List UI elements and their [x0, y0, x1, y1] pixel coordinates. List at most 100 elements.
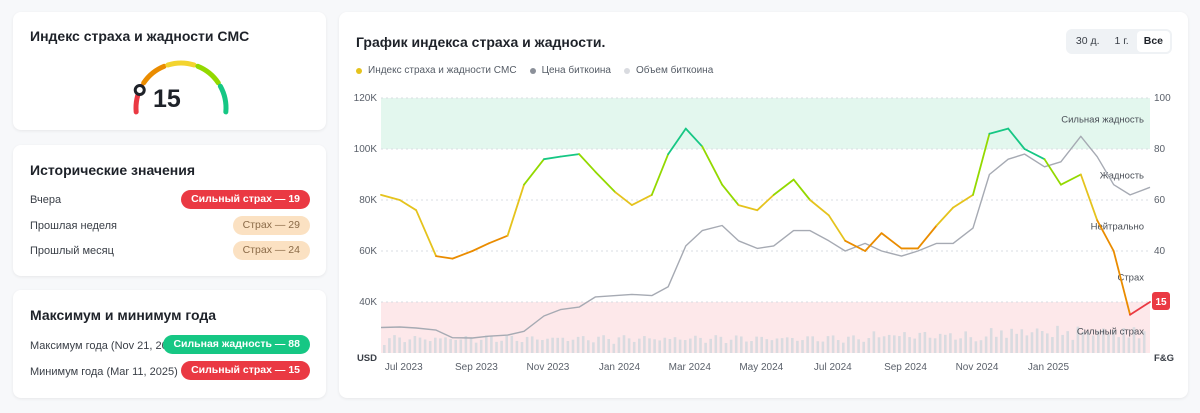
volume-bar: [678, 339, 682, 353]
fg-line-segment: [772, 178, 795, 196]
series-line-btc-price: [380, 135, 1151, 339]
fg-line-segment: [916, 224, 938, 250]
yearly-title: Максимум и минимум года: [30, 307, 217, 323]
row-last-month-badge: Страх — 24: [232, 241, 310, 260]
volume-bar: [683, 340, 687, 353]
volume-bar: [449, 339, 452, 353]
volume-bar: [622, 335, 626, 353]
legend-label-volume: Объем биткоина: [636, 65, 714, 76]
volume-bar: [734, 335, 738, 353]
row-last-week-badge: Страх — 29: [232, 216, 310, 235]
y-right-axis-label: F&G: [1154, 353, 1174, 364]
fg-line-segment: [721, 183, 740, 207]
fg-line-segment: [701, 145, 724, 186]
volume-bar: [592, 342, 595, 353]
zone-label-0: Сильная жадность: [1061, 115, 1144, 126]
tab-all[interactable]: Все: [1136, 31, 1170, 52]
row-last-week-label: Прошлая неделя: [30, 220, 118, 232]
volume-bar: [709, 338, 712, 353]
volume-bar: [974, 341, 978, 353]
gauge-title: Индекс страха и жадности CMC: [30, 28, 250, 44]
volume-bar: [408, 339, 412, 353]
volume-bar: [1020, 329, 1024, 353]
x-tick-label: Nov 2024: [956, 362, 999, 373]
x-tick-label: Jan 2025: [1028, 362, 1070, 373]
volume-bar: [581, 336, 585, 353]
volume-bar: [826, 336, 830, 353]
x-tick-label: Mar 2024: [669, 362, 712, 373]
yearly-high-low-card: Максимум и минимум года Максимум года (N…: [13, 290, 326, 398]
yearly-min-label: Минимум года (Mar 11, 2025): [30, 366, 178, 378]
volume-bar: [765, 339, 769, 353]
volume-bar: [413, 335, 417, 353]
volume-bar: [464, 335, 468, 353]
tab-30-days[interactable]: 30 д.: [1075, 35, 1100, 47]
volume-bar: [490, 336, 493, 353]
yearly-min-badge: Сильный страх — 15: [181, 361, 310, 380]
y-left-tick-label: 60K: [359, 246, 377, 257]
volume-bar: [780, 338, 784, 353]
volume-bar: [1051, 337, 1054, 353]
volume-bar: [393, 335, 396, 353]
volume-bar: [694, 335, 697, 353]
volume-bar: [428, 341, 432, 353]
chart-legend: Индекс страха и жадности CMC Цена биткои…: [356, 65, 726, 76]
volume-bar: [1076, 326, 1080, 353]
legend-item-btc-volume[interactable]: Объем биткоина: [624, 65, 713, 76]
gauge-card: Индекс страха и жадности CMC 15: [13, 12, 326, 130]
volume-bar: [944, 334, 947, 353]
volume-bar: [913, 338, 916, 353]
fg-line-segment: [1096, 219, 1115, 252]
volume-bar: [485, 335, 488, 353]
volume-bar: [1102, 328, 1105, 353]
volume-bar: [469, 337, 473, 353]
volume-bar: [510, 335, 514, 353]
fg-line-segment: [380, 193, 401, 201]
volume-bar: [785, 337, 789, 353]
legend-item-fg-index[interactable]: Индекс страха и жадности CMC: [356, 65, 517, 76]
gauge-segment-2: [141, 63, 167, 86]
volume-bar: [551, 337, 554, 353]
fear-greed-chart[interactable]: Сильная жадность Жадность Нейтрально Страх С…: [339, 12, 1188, 398]
gauge-segment-4: [195, 63, 221, 86]
volume-bar: [750, 341, 753, 353]
volume-bar: [1107, 334, 1110, 353]
volume-bar: [653, 339, 656, 353]
volume-bar: [617, 337, 621, 353]
legend-item-btc-price[interactable]: Цена биткоина: [529, 65, 611, 76]
fg-line-segment: [827, 214, 847, 242]
fg-line-segment: [1007, 127, 1026, 150]
fg-line-segment: [435, 255, 454, 260]
volume-bar: [984, 336, 988, 353]
y-left-tick-label: 120K: [354, 93, 378, 104]
volume-bar: [1122, 328, 1126, 353]
volume-bar: [882, 336, 886, 353]
volume-bar: [689, 338, 692, 353]
fg-line-segment: [737, 204, 759, 212]
fg-line-segment: [506, 183, 525, 237]
volume-bar: [418, 337, 422, 353]
volume-bar: [811, 336, 814, 353]
range-tabs: 30 д. 1 г. Все: [1065, 29, 1172, 54]
fg-line-segment: [523, 158, 545, 186]
volume-bar: [587, 340, 590, 353]
volume-bar: [1081, 331, 1085, 353]
historical-title: Исторические значения: [30, 162, 196, 178]
volume-bar: [714, 335, 718, 353]
fg-line-segment: [1023, 148, 1046, 161]
legend-label-price: Цена биткоина: [541, 65, 611, 76]
volume-bar: [867, 338, 871, 353]
volume-bar: [816, 341, 820, 353]
volume-bar: [597, 336, 600, 353]
volume-bar: [632, 341, 636, 353]
volume-bar: [908, 337, 911, 353]
volume-bar: [1137, 338, 1141, 353]
volume-bar: [1071, 339, 1075, 353]
volume-bar: [704, 342, 707, 353]
volume-bar: [933, 338, 937, 353]
volume-bar: [791, 337, 794, 353]
volume-bar: [755, 336, 758, 353]
tab-1-year[interactable]: 1 г.: [1114, 35, 1129, 47]
gauge-needle-dot: [133, 84, 146, 97]
volume-bar: [1005, 337, 1008, 353]
